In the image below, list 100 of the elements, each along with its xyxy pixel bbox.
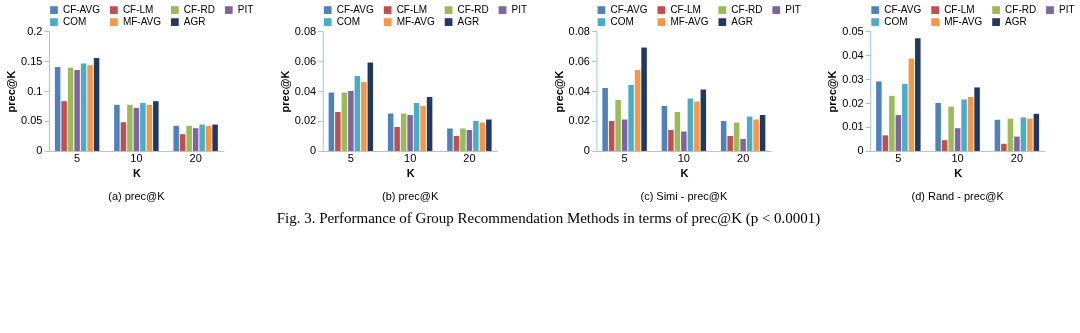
bar [67, 67, 74, 151]
x-axis-title: K [132, 167, 141, 180]
bar [460, 128, 466, 151]
bar [974, 87, 980, 151]
bar [1014, 136, 1020, 151]
bar [759, 115, 766, 151]
text: (d) Rand - prec@K [911, 189, 1005, 202]
legend-label: CF-AVG [336, 4, 374, 16]
x-tick-label: 10 [951, 152, 964, 165]
bar [694, 101, 700, 151]
bar [361, 82, 367, 151]
y-tick-label: 0.08 [294, 24, 317, 37]
bar [967, 97, 974, 151]
y-tick-label: 0 [36, 144, 43, 157]
y-tick-label: 0.04 [568, 84, 590, 97]
y-tick-label: 0 [857, 144, 864, 157]
bar [328, 92, 335, 151]
bar [479, 122, 486, 151]
bar [681, 131, 687, 151]
x-tick-label: 20 [737, 152, 750, 165]
y-axis-title: prec@K [552, 70, 565, 113]
y-tick-label: 0.04 [842, 48, 864, 61]
legend-label: PIT [1059, 4, 1075, 16]
y-tick-label: 0.02 [294, 114, 317, 127]
bar [954, 128, 961, 151]
x-tick-label: 5 [347, 152, 354, 165]
x-tick-label: 5 [895, 152, 902, 165]
bar [935, 103, 941, 151]
bar [367, 62, 374, 151]
bar [634, 70, 641, 151]
legend-label: AGR [1005, 16, 1027, 28]
bar [1033, 113, 1040, 151]
bar [205, 125, 212, 151]
y-axis-title: prec@K [5, 70, 18, 113]
bar [80, 63, 87, 151]
legend-label: CF-RD [457, 4, 489, 16]
bar [753, 119, 759, 151]
y-tick-label: 0.02 [842, 96, 864, 109]
y-tick-label: 0.06 [568, 54, 590, 67]
bar [179, 134, 186, 151]
bar [908, 58, 915, 151]
legend-label: MF-AVG [670, 16, 709, 28]
text: (a) prec@K [108, 189, 166, 202]
bar [733, 122, 740, 151]
legend-label: CF-RD [1005, 4, 1037, 16]
bar [876, 81, 882, 151]
y-tick-label: 0.04 [294, 84, 317, 97]
bar [192, 128, 199, 151]
bar [674, 112, 681, 151]
legend-label: AGR [731, 16, 753, 28]
bar [641, 47, 647, 151]
bar [348, 91, 354, 151]
bar [341, 92, 348, 151]
legend-label: CF-LM [670, 4, 701, 16]
text: (b) prec@K [382, 189, 439, 202]
legend-label: MF-AVG [396, 16, 435, 28]
legend-label: PIT [511, 4, 528, 16]
y-tick-label: 0.1 [27, 84, 43, 97]
x-tick-label: 10 [677, 152, 690, 165]
bar [447, 128, 453, 151]
bar [1020, 117, 1027, 151]
bar [420, 106, 426, 151]
bar [661, 106, 668, 151]
legend-label: CF-LM [122, 4, 154, 16]
legend-label: COM [336, 16, 360, 28]
bar [621, 119, 628, 151]
legend-label: COM [610, 16, 634, 28]
legend-label: PIT [237, 4, 254, 16]
legend-label: COM [62, 16, 87, 28]
y-tick-label: 0.06 [294, 54, 317, 67]
x-tick-label: 20 [1010, 152, 1023, 165]
bar [335, 112, 341, 151]
y-tick-label: 0 [583, 144, 590, 157]
bar [628, 85, 634, 151]
bar [1027, 118, 1033, 151]
legend-label: CF-AVG [610, 4, 648, 16]
bar [740, 138, 746, 151]
bar [140, 103, 146, 151]
x-tick-label: 5 [74, 152, 81, 165]
legend-label: PIT [785, 4, 801, 16]
text: (c) Simi - prec@K [640, 189, 728, 202]
bar [394, 126, 400, 151]
y-tick-label: 0.02 [568, 114, 590, 127]
bar [426, 97, 433, 151]
bar [720, 120, 727, 151]
bar [668, 129, 674, 151]
x-tick-label: 20 [463, 152, 476, 165]
bar [700, 89, 707, 151]
y-tick-label: 0.05 [842, 24, 864, 37]
bar [173, 125, 179, 151]
bar [961, 99, 967, 151]
bar [915, 38, 921, 151]
y-tick-label: 0.08 [568, 24, 590, 37]
bar [54, 67, 61, 151]
bar [882, 135, 889, 151]
legend-label: CF-AVG [62, 4, 101, 16]
bar [1001, 143, 1007, 151]
bar [687, 98, 694, 151]
bar [212, 124, 218, 151]
bar [127, 104, 133, 151]
